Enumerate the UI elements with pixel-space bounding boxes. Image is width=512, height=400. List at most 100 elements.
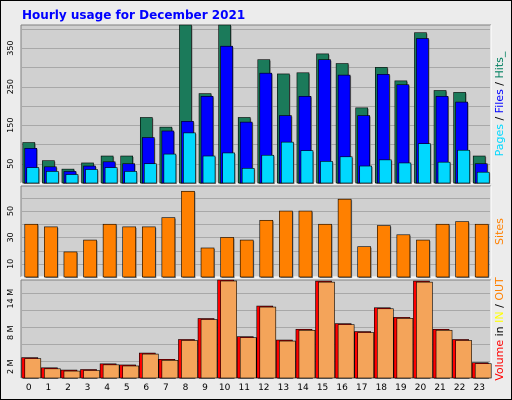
x-tick-label: 4 [104,383,110,393]
y-tick-label: 150 [6,118,15,133]
bar-sites [474,223,489,278]
x-tick-label: 16 [336,383,348,393]
y-tick-label: 350 [6,40,15,55]
bar-out [455,340,472,379]
bar-sites [200,247,215,278]
x-tick-label: 15 [317,383,328,393]
bar-sites [416,239,430,278]
bar-sites [161,217,176,278]
bar-pages [183,132,196,184]
legend-part: / [493,78,506,89]
y-tick-label: 30 [6,232,15,242]
bar-out [122,365,140,379]
x-tick-label: 17 [356,383,367,393]
x-tick-label: 23 [473,383,484,393]
bar-out [318,281,335,379]
legend-part: Pages [493,124,506,157]
plot-area-sites [21,186,491,277]
legend-part: in [493,323,506,340]
x-tick-label: 11 [238,383,249,393]
bar-sites [318,223,332,278]
bar-pages [202,155,216,184]
bar-out [376,308,394,379]
x-tick-label: 14 [297,383,309,393]
bar-out [259,306,277,379]
bar-out [83,370,100,379]
bar-sites [44,226,58,278]
bar-pages [241,168,255,184]
bar-out [279,340,296,379]
x-tick-label: 1 [46,383,52,393]
y-tick-label: 14 M [6,289,15,309]
legend-volume: Volume in IN / OUT [493,277,506,381]
bar-sites [24,223,39,278]
bar-pages [300,150,314,184]
legend-part: IN [493,311,506,322]
bar-out [161,360,179,379]
y-tick-label: 50 [6,159,15,169]
legend-sites: Sites [493,218,506,245]
x-tick-label: 6 [143,383,149,393]
legend-part: Sites [493,218,506,245]
bar-sites [455,221,469,278]
y-tick-label: 10 [6,259,15,269]
bar-pages [65,174,79,184]
x-tick-label: 21 [434,383,445,393]
y-tick-label: 50 [6,206,15,216]
bar-sites [239,239,254,278]
y-tick-label: 250 [6,79,15,94]
bar-sites [63,251,78,278]
bar-pages [457,149,470,184]
bar-out [337,324,355,379]
y-tick-label: 8 M [6,325,15,340]
legend-part: Volume [493,340,506,381]
bar-sites [337,198,352,278]
x-tick-label: 19 [395,383,407,393]
legend-part: / [493,301,506,312]
plot-area-requests [21,25,491,183]
bar-out [396,318,414,379]
bar-sites [376,225,391,278]
legend-part: / [493,113,506,124]
bar-sites [181,190,195,278]
legend-requests: Pages / Files / Hits_ [493,51,506,156]
bar-pages [261,154,275,184]
bar-pages [26,167,40,184]
x-tick-label: 18 [376,383,388,393]
x-tick-label: 12 [258,383,269,393]
bar-sites [220,237,234,278]
bar-out [181,340,198,379]
bar-pages [104,167,118,184]
bar-pages [476,171,490,184]
bar-out [435,329,453,379]
bar-pages [85,169,98,184]
bar-pages [124,171,138,184]
bar-out [416,281,433,379]
bar-out [102,364,120,379]
x-tick-label: 8 [183,383,189,393]
x-tick-label: 0 [26,383,32,393]
bar-out [298,329,316,379]
x-tick-label: 20 [415,383,427,393]
x-tick-label: 13 [278,383,289,393]
bar-sites [141,226,156,278]
bar-sites [396,234,411,278]
legend-part: Hits_ [493,51,506,78]
legend-part: Files [493,89,506,113]
chart-title: Hourly usage for December 2021 [22,8,246,22]
bar-pages [398,162,412,184]
bar-out [44,368,61,379]
bar-out [220,280,237,379]
legend-part: OUT [493,277,506,301]
bar-sites [435,223,450,278]
bar-pages [418,143,431,184]
x-tick-label: 9 [202,383,208,393]
x-tick-label: 10 [219,383,231,393]
bar-sites [298,210,313,278]
bar-out [63,370,81,379]
bar-out [24,358,42,379]
x-tick-label: 2 [65,383,71,393]
bar-pages [378,159,392,184]
bar-pages [281,141,294,184]
